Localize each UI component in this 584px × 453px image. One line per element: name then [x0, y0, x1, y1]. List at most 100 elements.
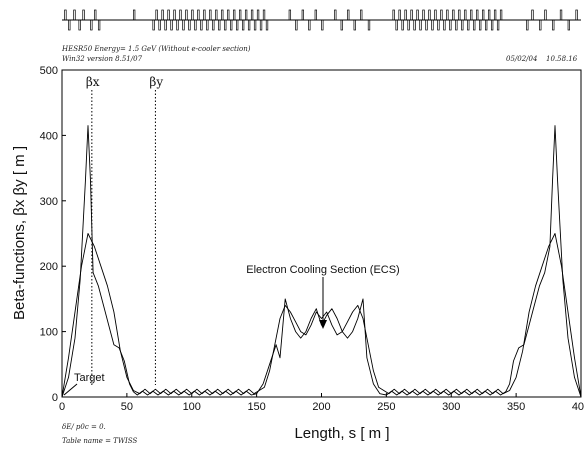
y-tick-label-4: 400	[40, 130, 58, 142]
lattice-element-20	[185, 9, 188, 21]
lattice-element-7	[97, 19, 101, 31]
x-tick-label-8: 400	[572, 401, 584, 413]
lattice-element-79	[449, 19, 452, 31]
lattice-element-31	[218, 19, 221, 31]
lattice-element-11	[158, 19, 161, 31]
lattice-element-26	[203, 9, 206, 21]
lattice-element-8	[133, 9, 136, 21]
lattice-element-84	[464, 9, 467, 21]
lattice-element-35	[230, 19, 233, 31]
lattice-element-43	[253, 19, 257, 31]
lattice-element-62	[398, 9, 401, 21]
lattice-element-48	[288, 9, 292, 21]
lattice-element-87	[473, 19, 476, 31]
lattice-element-25	[200, 19, 203, 31]
lattice-element-73	[431, 19, 434, 31]
marker-label-0: βx	[86, 75, 100, 89]
lattice-element-70	[422, 9, 425, 21]
lattice-element-39	[242, 19, 245, 31]
lattice-element-83	[461, 19, 464, 31]
x-tick-label-2: 100	[183, 401, 201, 413]
lattice-element-67	[413, 19, 416, 31]
lattice-element-88	[476, 9, 479, 21]
lattice-element-49	[295, 19, 298, 31]
lattice-element-94	[493, 9, 497, 21]
plot-frame	[61, 69, 582, 398]
lattice-element-81	[455, 19, 458, 31]
lattice-element-36	[233, 9, 236, 21]
annotation-ecs: Electron Cooling Section (ECS)	[246, 264, 399, 276]
lattice-element-90	[482, 9, 485, 21]
lattice-element-69	[419, 19, 422, 31]
lattice-element-45	[259, 19, 263, 31]
lattice-element-68	[416, 9, 419, 21]
series-line-beta-y	[61, 233, 582, 398]
lattice-element-78	[446, 9, 449, 21]
lattice-element-64	[404, 9, 407, 21]
lattice-element-76	[440, 9, 443, 21]
lattice-element-47	[265, 19, 269, 31]
lattice-element-52	[314, 9, 317, 21]
lattice-element-10	[155, 9, 158, 21]
lattice-element-32	[221, 9, 224, 21]
x-axis-title: Length, s [ m ]	[294, 425, 389, 442]
lattice-element-91	[485, 19, 488, 31]
lattice-element-65	[407, 19, 410, 31]
x-tick-label-7: 350	[507, 401, 525, 413]
marker-label-1: βy	[149, 75, 163, 89]
lattice-element-29	[212, 19, 215, 31]
lattice-element-85	[467, 19, 470, 31]
lattice-element-61	[395, 19, 398, 31]
lattice-element-22	[191, 9, 194, 21]
lattice-element-13	[164, 19, 167, 31]
lattice-element-80	[452, 9, 455, 21]
lattice-element-38	[239, 9, 242, 21]
lattice-element-71	[425, 19, 428, 31]
series-lines	[61, 125, 582, 398]
header-time: 10.58.16	[546, 55, 578, 63]
lattice-element-15	[170, 19, 173, 31]
lattice-element-54	[334, 9, 337, 21]
lattice-element-40	[244, 9, 248, 21]
y-tick-label-0: 0	[52, 392, 58, 404]
lattice-element-12	[161, 9, 164, 21]
lattice-element-97	[526, 19, 529, 31]
lattice-element-92	[488, 9, 491, 21]
x-tick-label-6: 300	[442, 401, 460, 413]
axis-ticks: 0 50 100 150 200 250 300 350 400 0 100 200 300 400 500	[40, 65, 584, 413]
lattice-element-17	[176, 19, 179, 31]
lattice-element-27	[206, 19, 209, 31]
lattice-element-6	[94, 9, 97, 21]
lattice-element-24	[197, 9, 200, 21]
lattice-element-44	[256, 9, 260, 21]
lattice-element-19	[182, 19, 185, 31]
lattice-element-16	[173, 9, 176, 21]
lattice-element-51	[308, 19, 311, 31]
lattice-element-34	[227, 9, 230, 21]
lattice-element-57	[353, 19, 356, 31]
lattice-element-9	[152, 19, 155, 31]
lattice-element-53	[321, 19, 324, 31]
header-version: Win32 version 8.51/07	[62, 55, 143, 63]
lattice-element-58	[360, 9, 363, 21]
lattice-element-101	[552, 19, 555, 31]
x-tick-label-4: 200	[312, 401, 330, 413]
lattice-element-99	[539, 19, 542, 31]
x-tick-label-5: 250	[377, 401, 395, 413]
lattice-element-96	[499, 9, 503, 21]
footer-energy-spread: δE/ p0c = 0.	[62, 423, 106, 431]
lattice-element-33	[224, 19, 227, 31]
lattice-element-86	[470, 9, 473, 21]
lattice-element-77	[443, 19, 446, 31]
lattice-element-14	[167, 9, 170, 21]
y-tick-label-3: 300	[40, 196, 58, 208]
header-run-info: HESR50 Energy= 1.5 GeV (Without e-cooler…	[61, 45, 251, 53]
lattice-element-103	[567, 19, 570, 31]
lattice-element-66	[410, 9, 413, 21]
beta-markers: βx βy	[86, 75, 163, 385]
annotation-target-arrow	[63, 383, 78, 396]
lattice-element-75	[437, 19, 440, 31]
x-tick-label-0: 0	[59, 401, 65, 413]
lattice-element-56	[347, 9, 350, 21]
